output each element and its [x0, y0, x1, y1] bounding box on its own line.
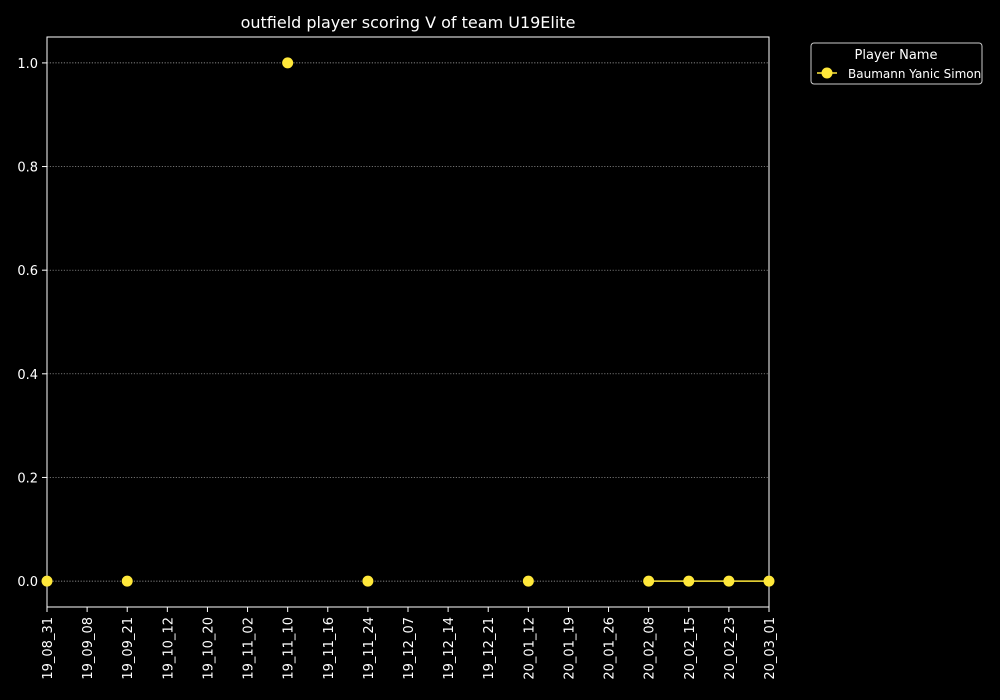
x-tick-label: 19_09_21 — [121, 617, 136, 680]
legend-point-marker — [821, 67, 833, 79]
y-tick-label: 0.4 — [17, 368, 38, 383]
x-tick-label: 20_02_15 — [683, 617, 698, 680]
x-tick-label: 19_11_10 — [282, 617, 297, 680]
chart-title: outfield player scoring V of team U19Eli… — [241, 13, 576, 32]
data-point — [683, 575, 695, 587]
legend-title: Player Name — [855, 48, 938, 63]
x-tick-label: 19_12_21 — [482, 617, 497, 680]
data-point — [522, 575, 534, 587]
x-tick-label: 20_01_12 — [522, 617, 537, 680]
x-tick-label: 20_01_26 — [603, 617, 618, 680]
x-tick-label: 19_08_31 — [41, 617, 56, 680]
x-tick-label: 20_02_23 — [723, 617, 738, 680]
data-point — [41, 575, 53, 587]
y-tick-label: 0.8 — [17, 161, 38, 176]
data-point — [643, 575, 655, 587]
x-axis: 19_08_31 19_09_08 19_09_21 19_10_12 19_10_20… — [41, 607, 778, 680]
x-tick-label: 19_09_08 — [81, 617, 96, 680]
legend-label: Baumann Yanic Simon — [848, 67, 981, 81]
x-tick-label: 20_03_01 — [763, 617, 778, 680]
x-tick-label: 19_10_20 — [201, 617, 216, 680]
data-point — [121, 575, 133, 587]
x-tick-label: 19_12_07 — [402, 617, 417, 680]
y-axis: 0.0 0.2 0.4 0.6 0.8 1.0 — [17, 57, 47, 590]
x-tick-label: 19_11_24 — [362, 617, 377, 680]
data-point — [723, 575, 735, 587]
data-point — [362, 575, 374, 587]
series-layer — [41, 57, 775, 587]
x-tick-label: 20_01_19 — [562, 617, 577, 680]
x-tick-label: 19_10_12 — [161, 617, 176, 680]
y-tick-label: 1.0 — [17, 57, 38, 72]
y-tick-label: 0.2 — [17, 471, 38, 486]
x-tick-label: 20_02_08 — [643, 617, 658, 680]
x-tick-label: 19_12_14 — [442, 617, 457, 680]
data-point — [282, 57, 294, 69]
plot-area — [46, 36, 770, 608]
x-tick-label: 19_11_02 — [242, 617, 257, 680]
y-tick-label: 0.0 — [17, 575, 38, 590]
legend: Player Name Baumann Yanic Simon — [810, 42, 983, 85]
legend-box — [810, 42, 983, 85]
y-tick-label: 0.6 — [17, 264, 38, 279]
data-point — [763, 575, 775, 587]
x-tick-label: 19_11_16 — [322, 617, 337, 680]
